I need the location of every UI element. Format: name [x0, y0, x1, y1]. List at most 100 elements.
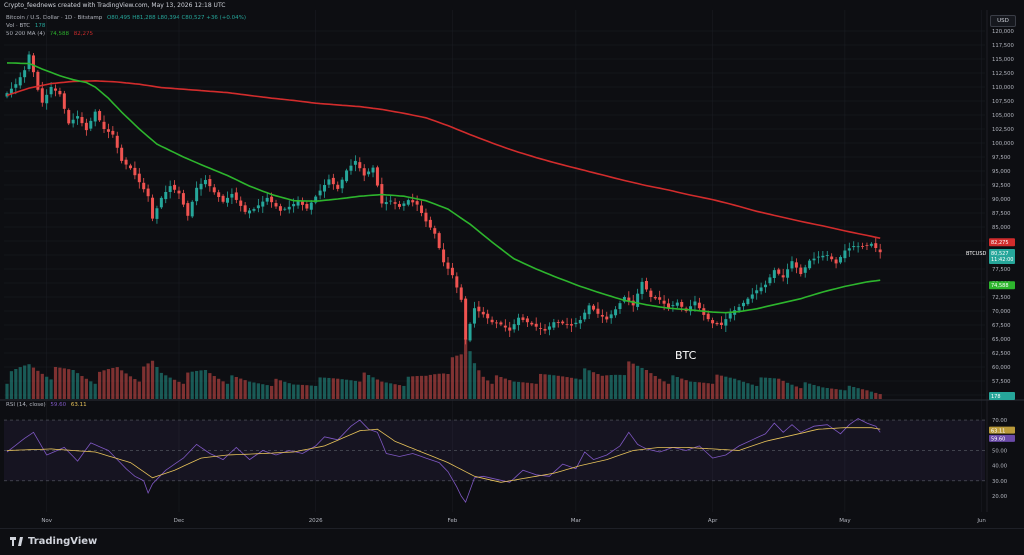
- candle-body: [865, 245, 869, 246]
- volume-bar: [834, 389, 838, 399]
- candle-body: [790, 261, 794, 269]
- volume-legend[interactable]: Vol · BTC 178: [6, 23, 45, 29]
- candle-body: [486, 313, 490, 319]
- volume-bar: [397, 385, 402, 399]
- candle-body: [89, 120, 93, 129]
- candle-body: [415, 201, 419, 205]
- volume-bar: [719, 375, 724, 399]
- footer-bar: TradingView: [0, 528, 1024, 555]
- currency-button[interactable]: USD: [990, 15, 1016, 27]
- volume-bar: [98, 371, 102, 399]
- volume-bar: [71, 370, 75, 399]
- candle-body: [464, 298, 468, 340]
- volume-bar: [318, 377, 322, 399]
- volume-bar: [84, 378, 88, 399]
- rsi-legend[interactable]: RSI (14, close) 59.60 63.11: [6, 402, 87, 408]
- volume-bar: [93, 383, 97, 399]
- price-tick-label: 70,000: [992, 309, 1011, 315]
- candle-body: [31, 55, 35, 73]
- volume-bar: [658, 378, 662, 399]
- candle-body: [71, 119, 75, 124]
- volume-bar: [14, 368, 18, 399]
- volume-bar: [490, 383, 494, 399]
- candle-body: [203, 179, 207, 185]
- volume-bar: [578, 379, 582, 399]
- volume-bar: [499, 376, 503, 399]
- volume-bar: [530, 383, 534, 399]
- candle-body: [340, 179, 344, 189]
- candle-body: [402, 203, 406, 206]
- volume-bar: [666, 383, 671, 399]
- candle-body: [495, 322, 499, 324]
- tradingview-logo[interactable]: TradingView: [10, 536, 97, 547]
- candle-body: [80, 117, 84, 124]
- candle-body: [843, 250, 847, 259]
- chart-publisher-line: Crypto_feednews created with TradingView…: [4, 2, 226, 9]
- volume-bar: [305, 385, 309, 399]
- candlesticks: [5, 51, 882, 345]
- candle-body: [622, 297, 626, 302]
- last-price-tag-label: 11:42:00: [991, 257, 1013, 263]
- volume-bar: [239, 378, 243, 399]
- candle-body: [230, 193, 234, 198]
- volume-bar: [486, 380, 490, 399]
- candle-body: [675, 302, 679, 306]
- candle-body: [151, 197, 155, 219]
- symbol-legend[interactable]: Bitcoin / U.S. Dollar · 1D · Bitstamp O8…: [6, 15, 246, 21]
- chart-canvas[interactable]: 120,000 117,500 115,000 112,500 110,000 107,5…: [0, 0, 1024, 528]
- volume-bar: [217, 378, 221, 399]
- candle-body: [561, 321, 565, 324]
- rsi-ma-line: [6, 427, 881, 483]
- volume-bar: [755, 385, 759, 399]
- volume-bar: [702, 382, 706, 399]
- candle-body: [353, 160, 357, 165]
- candle-body: [323, 185, 327, 192]
- volume-bar: [539, 373, 543, 399]
- candle-body: [667, 303, 670, 308]
- volume-bar: [270, 385, 274, 399]
- candle-body: [424, 212, 428, 222]
- volume-bar: [763, 377, 768, 399]
- candle-body: [265, 197, 269, 202]
- price-tick-label: 117,500: [992, 43, 1015, 49]
- candle-body: [375, 167, 379, 186]
- candle-body: [772, 270, 776, 279]
- volume-bar: [640, 367, 644, 399]
- volume-bar: [353, 380, 357, 399]
- candle-body: [728, 313, 732, 319]
- price-tick-label: 77,500: [992, 267, 1011, 273]
- volume-bar: [411, 376, 415, 399]
- candle-body: [309, 202, 313, 210]
- candle-body: [786, 269, 790, 278]
- candle-body: [490, 319, 494, 323]
- candle-body: [111, 130, 115, 135]
- volume-bar: [803, 382, 807, 399]
- candle-body: [556, 322, 560, 323]
- volume-bar: [362, 372, 366, 399]
- candle-body: [539, 328, 543, 329]
- candle-body: [199, 183, 203, 190]
- candle-body: [186, 203, 190, 216]
- rsi-tick-label: 30.00: [992, 479, 1008, 485]
- ma-legend[interactable]: 50 200 MA (4) 74,588 82,275: [6, 31, 93, 37]
- volume-bar: [569, 377, 574, 399]
- volume-bar: [419, 375, 424, 399]
- price-tick-label: 65,000: [992, 337, 1011, 343]
- volume-bar: [23, 365, 27, 399]
- volume-bar: [772, 378, 776, 399]
- volume-bar: [265, 385, 269, 399]
- candle-body: [362, 168, 366, 176]
- candle-body: [137, 173, 141, 183]
- candle-body: [128, 165, 132, 169]
- candle-body: [252, 209, 256, 211]
- time-tick-label: Feb: [448, 518, 458, 524]
- volume-bar: [591, 372, 596, 399]
- candle-body: [874, 243, 878, 248]
- last-price-tag-label: 80,527: [991, 251, 1009, 257]
- candle-body: [719, 322, 723, 325]
- volume-bar: [605, 375, 609, 399]
- rsi-ma-tag-label: 63.11: [991, 428, 1005, 434]
- candle-body: [393, 202, 397, 204]
- candle-body: [689, 306, 693, 312]
